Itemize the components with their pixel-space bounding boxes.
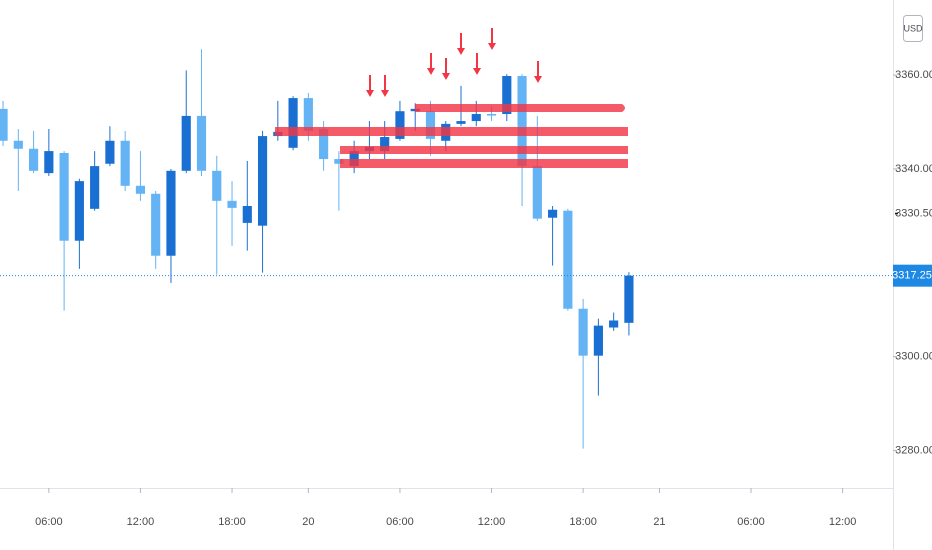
x-tick-label: 18:00 bbox=[218, 516, 246, 528]
candle-body bbox=[456, 121, 466, 124]
currency-label: USD bbox=[903, 23, 923, 33]
marker-price-label: 3330.50 bbox=[895, 207, 932, 219]
arrow bbox=[457, 33, 465, 55]
arrow bbox=[381, 75, 389, 97]
candle-body bbox=[257, 136, 268, 226]
zone bbox=[275, 127, 628, 136]
currency-button[interactable] bbox=[903, 15, 923, 42]
candle-body bbox=[563, 210, 573, 309]
zone bbox=[340, 146, 628, 154]
candle-body bbox=[425, 111, 436, 139]
candle-body bbox=[227, 200, 237, 208]
candle-body bbox=[0, 108, 8, 141]
x-tick-label: 12:00 bbox=[829, 516, 857, 528]
candle-body bbox=[59, 152, 69, 241]
x-tick-label: 18:00 bbox=[569, 516, 597, 528]
x-tick-label: 12:00 bbox=[478, 516, 506, 528]
arrow bbox=[427, 53, 435, 75]
candle-body bbox=[624, 275, 634, 323]
arrow bbox=[473, 53, 481, 75]
candle-body bbox=[120, 140, 130, 186]
candle-body bbox=[334, 159, 344, 164]
candles bbox=[0, 49, 634, 449]
zone bbox=[340, 159, 628, 168]
candle-body bbox=[532, 166, 542, 219]
candle-body bbox=[44, 151, 54, 174]
arrow bbox=[488, 28, 496, 50]
candle-body bbox=[517, 76, 527, 167]
candle-body bbox=[196, 115, 207, 171]
candle-body bbox=[151, 193, 161, 256]
candle-body bbox=[181, 115, 191, 171]
zone bbox=[415, 104, 625, 112]
candle-body bbox=[288, 98, 298, 148]
y-tick-label: 3300.00 bbox=[895, 351, 932, 363]
candle-body bbox=[319, 129, 329, 160]
candle-body bbox=[135, 185, 146, 194]
last-price-box bbox=[893, 264, 932, 287]
y-tick-label: 3280.00 bbox=[895, 444, 932, 456]
candle-body bbox=[212, 170, 222, 201]
candle-body bbox=[486, 114, 497, 116]
candle-body bbox=[593, 325, 603, 356]
candle-body bbox=[380, 137, 390, 152]
arrow bbox=[442, 58, 450, 80]
candle-body bbox=[502, 76, 512, 115]
last-price-label: 3317.25 bbox=[892, 270, 932, 282]
candle-body bbox=[395, 111, 405, 139]
candle-body bbox=[29, 148, 39, 171]
x-tick-label: 12:00 bbox=[127, 516, 155, 528]
x-tick-label: 06:00 bbox=[386, 516, 414, 528]
price-labels: 3330.50 3317.25 bbox=[0, 207, 932, 287]
y-tick-label: 3340.00 bbox=[895, 163, 932, 175]
candle-body bbox=[609, 320, 619, 328]
candle-body bbox=[471, 114, 481, 122]
zones bbox=[275, 104, 628, 168]
candle-body bbox=[166, 170, 176, 256]
candle-body bbox=[578, 308, 588, 356]
candle-body bbox=[303, 98, 313, 131]
axis-layer: 3360.00 3340.00 3300.00 3280.00 06:00 12:00 18… bbox=[35, 69, 932, 528]
candle-body bbox=[242, 205, 252, 223]
y-tick-label: 3360.00 bbox=[895, 69, 932, 81]
candle-body bbox=[90, 166, 100, 209]
candle-body bbox=[548, 209, 558, 218]
candle-body bbox=[105, 140, 115, 164]
candle-body bbox=[74, 181, 84, 241]
candle-body bbox=[13, 140, 23, 149]
arrow bbox=[366, 75, 374, 97]
arrows bbox=[366, 28, 542, 97]
arrow bbox=[534, 61, 542, 83]
x-tick-label: 21 bbox=[653, 516, 665, 528]
x-tick-label: 06:00 bbox=[35, 516, 63, 528]
x-tick-label: 06:00 bbox=[737, 516, 765, 528]
candle-body bbox=[349, 151, 359, 167]
x-tick-label: 20 bbox=[302, 516, 314, 528]
